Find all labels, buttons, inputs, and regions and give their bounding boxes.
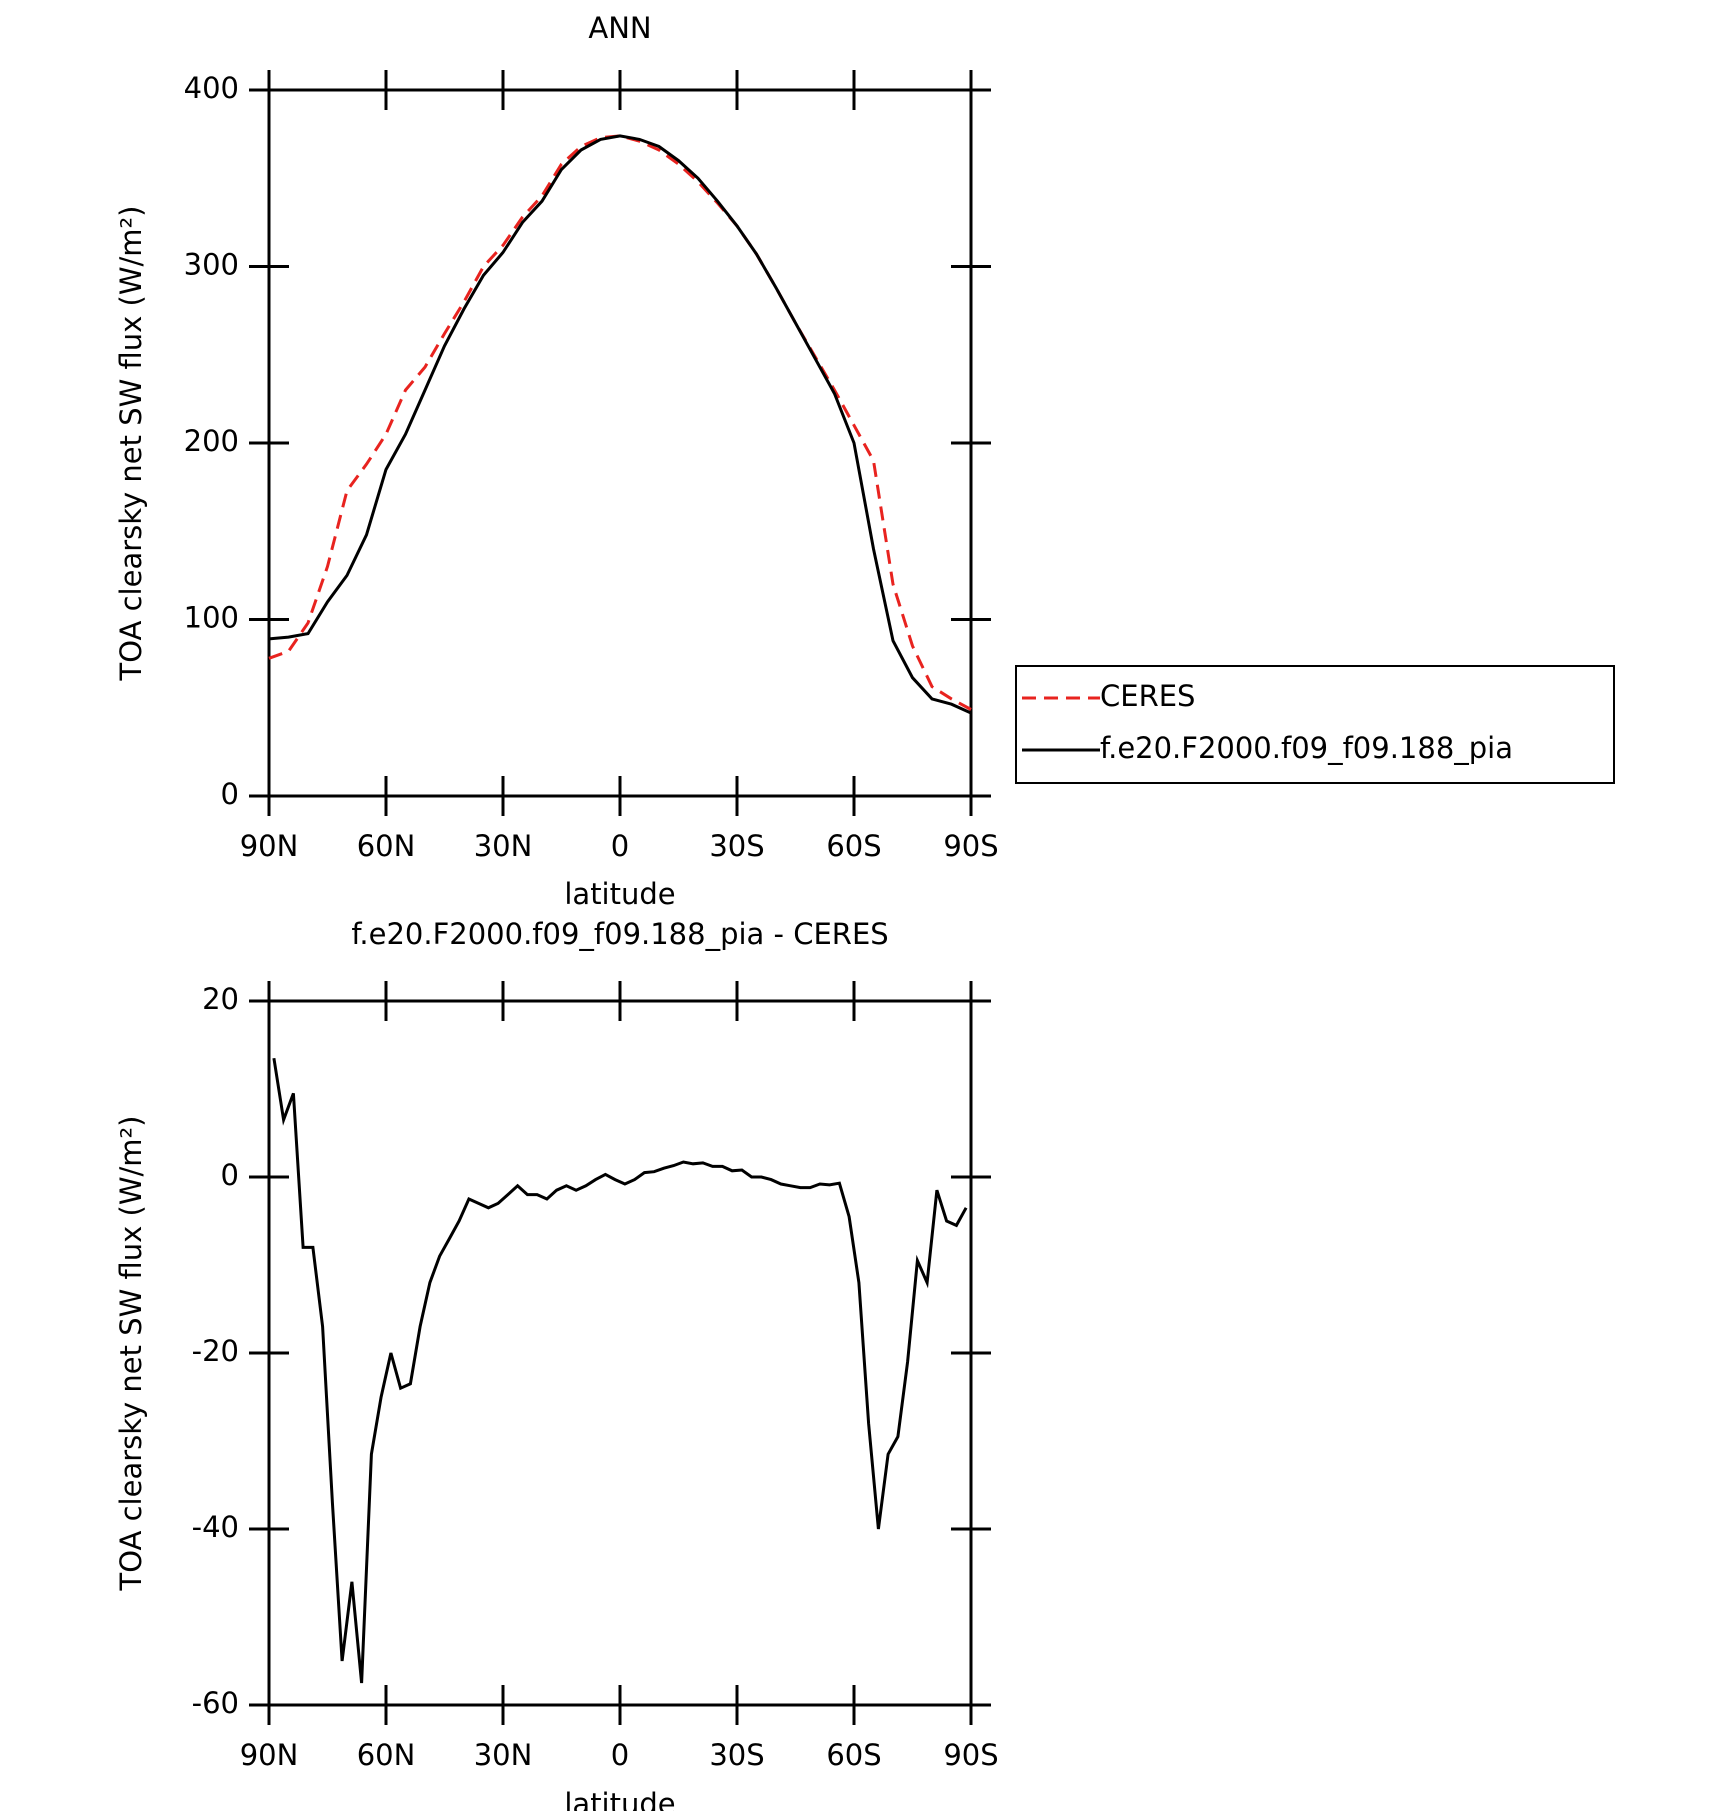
x-axis-label: latitude [564, 1787, 675, 1811]
chart-title: ANN [588, 11, 651, 45]
plot-frame [267, 999, 973, 1707]
y-tick-label: 0 [221, 777, 239, 811]
x-tick-label: 30S [709, 1738, 764, 1772]
y-tick-label: -40 [192, 1510, 239, 1544]
x-tick-label: 0 [611, 1738, 629, 1772]
series-line [272, 1057, 968, 1684]
series-line [268, 134, 972, 711]
x-axis-label: latitude [564, 877, 675, 911]
x-tick-label: 90N [240, 829, 299, 863]
x-tick-label: 60S [826, 1738, 881, 1772]
y-tick-label: 300 [184, 248, 239, 282]
x-tick-label: 90S [943, 829, 998, 863]
x-tick-label: 60N [357, 1738, 416, 1772]
y-tick-label: -60 [192, 1686, 239, 1720]
x-tick-label: 30S [709, 829, 764, 863]
y-tick-label: 100 [184, 601, 239, 635]
y-tick-label: 200 [184, 424, 239, 458]
y-tick-label: 400 [184, 71, 239, 105]
y-axis-label: TOA clearsky net SW flux (W/m²) [114, 206, 148, 682]
x-tick-label: 90N [240, 1738, 299, 1772]
x-tick-label: 90S [943, 1738, 998, 1772]
plot-frame [267, 88, 973, 798]
y-axis-label: TOA clearsky net SW flux (W/m²) [114, 1116, 148, 1592]
chart-title: f.e20.F2000.f09_f09.188_pia - CERES [351, 917, 888, 951]
legend-label: f.e20.F2000.f09_f09.188_pia [1100, 731, 1513, 765]
x-tick-label: 0 [611, 829, 629, 863]
legend-box [1015, 665, 1615, 784]
y-tick-label: 0 [221, 1158, 239, 1192]
x-tick-label: 30N [474, 829, 533, 863]
y-tick-label: -20 [192, 1334, 239, 1368]
legend-label: CERES [1100, 679, 1195, 713]
x-tick-label: 30N [474, 1738, 533, 1772]
y-tick-label: 20 [202, 982, 239, 1016]
x-tick-label: 60S [826, 829, 881, 863]
x-tick-label: 60N [357, 829, 416, 863]
series-line [268, 134, 972, 715]
